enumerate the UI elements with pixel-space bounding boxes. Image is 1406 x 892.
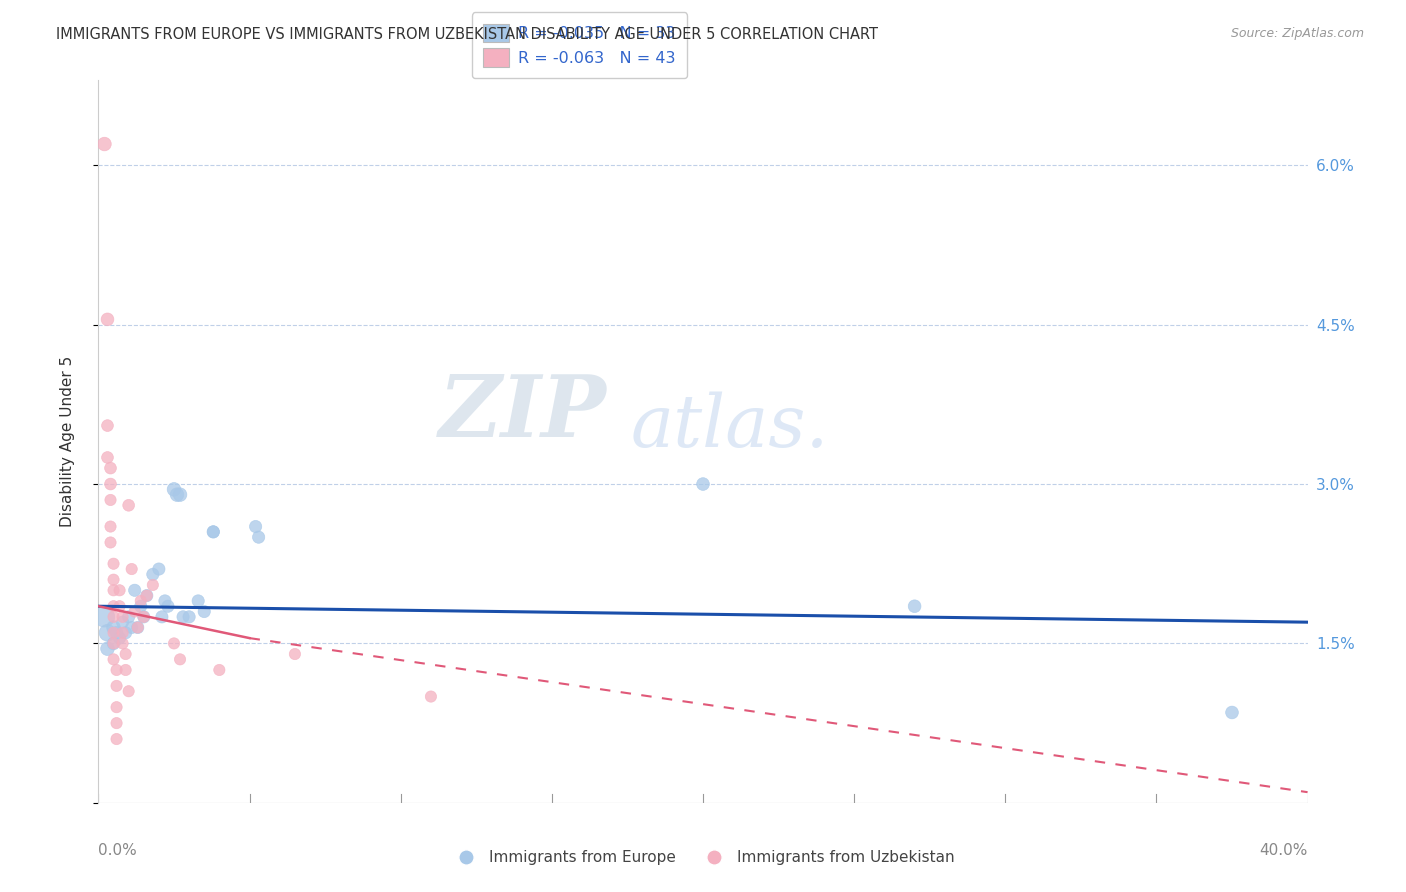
Point bbox=[108, 599, 131, 614]
Point bbox=[127, 620, 149, 634]
Point bbox=[169, 652, 191, 666]
Point bbox=[142, 578, 165, 592]
Point bbox=[103, 652, 125, 666]
Point bbox=[156, 599, 179, 614]
Point bbox=[135, 589, 157, 603]
Point bbox=[247, 530, 270, 544]
Y-axis label: Disability Age Under 5: Disability Age Under 5 bbox=[60, 356, 75, 527]
Text: atlas.: atlas. bbox=[630, 392, 830, 462]
Point bbox=[121, 562, 143, 576]
Point bbox=[100, 519, 122, 533]
Point bbox=[103, 636, 125, 650]
Point bbox=[103, 610, 125, 624]
Point bbox=[108, 631, 131, 645]
Point bbox=[96, 418, 118, 433]
Point bbox=[103, 573, 125, 587]
Point bbox=[96, 450, 118, 465]
Point bbox=[150, 610, 173, 624]
Point bbox=[129, 599, 152, 614]
Point bbox=[163, 636, 186, 650]
Point bbox=[100, 477, 122, 491]
Point bbox=[105, 679, 128, 693]
Point bbox=[127, 620, 149, 634]
Text: Source: ZipAtlas.com: Source: ZipAtlas.com bbox=[1230, 27, 1364, 40]
Point bbox=[111, 636, 134, 650]
Point bbox=[187, 594, 209, 608]
Point bbox=[142, 567, 165, 582]
Point bbox=[118, 684, 141, 698]
Point bbox=[105, 663, 128, 677]
Point bbox=[103, 620, 125, 634]
Point bbox=[105, 625, 128, 640]
Point bbox=[114, 625, 136, 640]
Point bbox=[103, 636, 125, 650]
Point bbox=[96, 312, 118, 326]
Legend: R = -0.035   N = 33, R = -0.063   N = 43: R = -0.035 N = 33, R = -0.063 N = 43 bbox=[472, 12, 688, 78]
Point bbox=[121, 620, 143, 634]
Point bbox=[284, 647, 307, 661]
Point bbox=[118, 498, 141, 512]
Point bbox=[105, 716, 128, 731]
Point bbox=[103, 625, 125, 640]
Point bbox=[129, 594, 152, 608]
Point bbox=[692, 477, 714, 491]
Point bbox=[208, 663, 231, 677]
Point bbox=[100, 493, 122, 508]
Point bbox=[100, 535, 122, 549]
Point bbox=[114, 663, 136, 677]
Point bbox=[124, 605, 146, 619]
Point bbox=[904, 599, 927, 614]
Point bbox=[135, 589, 157, 603]
Point bbox=[103, 557, 125, 571]
Point bbox=[124, 583, 146, 598]
Point bbox=[1220, 706, 1243, 720]
Text: IMMIGRANTS FROM EUROPE VS IMMIGRANTS FROM UZBEKISTAN DISABILITY AGE UNDER 5 CORR: IMMIGRANTS FROM EUROPE VS IMMIGRANTS FRO… bbox=[56, 27, 879, 42]
Point bbox=[96, 641, 118, 656]
Legend: Immigrants from Europe, Immigrants from Uzbekistan: Immigrants from Europe, Immigrants from … bbox=[444, 844, 962, 871]
Point bbox=[100, 461, 122, 475]
Point bbox=[111, 625, 134, 640]
Point bbox=[114, 647, 136, 661]
Point bbox=[132, 610, 155, 624]
Point bbox=[420, 690, 443, 704]
Point bbox=[245, 519, 267, 533]
Point bbox=[153, 594, 176, 608]
Point bbox=[103, 599, 125, 614]
Point bbox=[105, 732, 128, 747]
Point bbox=[118, 610, 141, 624]
Text: 0.0%: 0.0% bbox=[98, 843, 138, 857]
Point bbox=[96, 625, 118, 640]
Point bbox=[93, 610, 115, 624]
Point bbox=[111, 615, 134, 630]
Point bbox=[169, 488, 191, 502]
Point bbox=[108, 583, 131, 598]
Point bbox=[179, 610, 201, 624]
Point bbox=[148, 562, 170, 576]
Point bbox=[132, 610, 155, 624]
Point bbox=[111, 610, 134, 624]
Point bbox=[172, 610, 194, 624]
Point bbox=[202, 524, 225, 539]
Point bbox=[93, 136, 115, 151]
Point bbox=[103, 583, 125, 598]
Point bbox=[163, 483, 186, 497]
Point bbox=[105, 700, 128, 714]
Point bbox=[166, 488, 188, 502]
Point bbox=[193, 605, 215, 619]
Point bbox=[202, 524, 225, 539]
Text: ZIP: ZIP bbox=[439, 371, 606, 454]
Text: 40.0%: 40.0% bbox=[1260, 843, 1308, 857]
